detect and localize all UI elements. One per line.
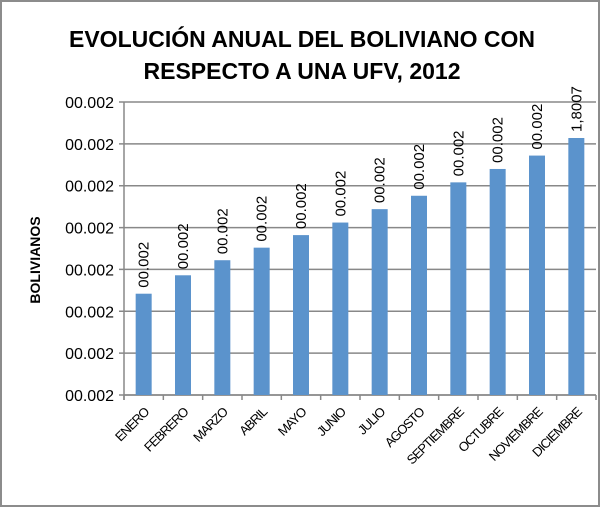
data-label: 00.002: [175, 223, 192, 269]
chart-title-line-2: RESPECTO A UNA UFV, 2012: [143, 58, 461, 84]
bar-julio: [371, 209, 388, 395]
y-axis-label: BOLIVIANOS: [27, 216, 43, 303]
data-label: 00.002: [293, 183, 310, 229]
data-label: 00.002: [332, 171, 349, 217]
chart-title-line-1: EVOLUCIÓN ANUAL DEL BOLIVIANO CON: [69, 26, 535, 52]
y-tick-label: 00.002: [65, 137, 114, 154]
bar-mayo: [293, 235, 309, 395]
y-tick-label: 00.002: [65, 346, 114, 363]
bar-octubre: [489, 168, 506, 395]
data-label: 00.002: [411, 144, 428, 190]
x-tick-label: MAYO: [275, 404, 310, 439]
y-tick-label: 00.002: [65, 262, 114, 279]
x-tick-label: JULIO: [355, 404, 389, 438]
x-tick-label: MARZO: [190, 404, 231, 445]
data-label: 00.002: [529, 104, 546, 150]
bar-febrero: [175, 275, 191, 395]
data-label: 00.002: [490, 117, 507, 163]
data-label: 00.002: [450, 130, 467, 176]
data-label: 00.002: [136, 242, 153, 288]
y-tick-label: 00.002: [65, 221, 114, 238]
data-label: 00.002: [214, 208, 231, 254]
data-label: 1,8007: [568, 86, 585, 132]
y-tick-label: 00.002: [65, 304, 114, 321]
bar-noviembre: [529, 155, 545, 395]
x-tick-label: FEBRERO: [141, 404, 192, 455]
bar-diciembre: [568, 137, 585, 396]
x-tick-label: JUNIO: [314, 404, 349, 439]
bar-abril: [253, 247, 270, 395]
bar-agosto: [411, 195, 427, 395]
data-label: 00.002: [372, 157, 389, 203]
bar-enero: [135, 293, 152, 395]
data-label: 00.002: [254, 196, 271, 242]
y-tick-label: 00.002: [65, 179, 114, 196]
bar-junio: [332, 222, 349, 395]
y-tick-label: 00.002: [65, 388, 114, 405]
bar-septiembre: [450, 182, 467, 395]
bar-marzo: [214, 260, 231, 395]
x-tick-label: ABRIL: [236, 404, 270, 438]
y-tick-label: 00.002: [65, 95, 114, 112]
